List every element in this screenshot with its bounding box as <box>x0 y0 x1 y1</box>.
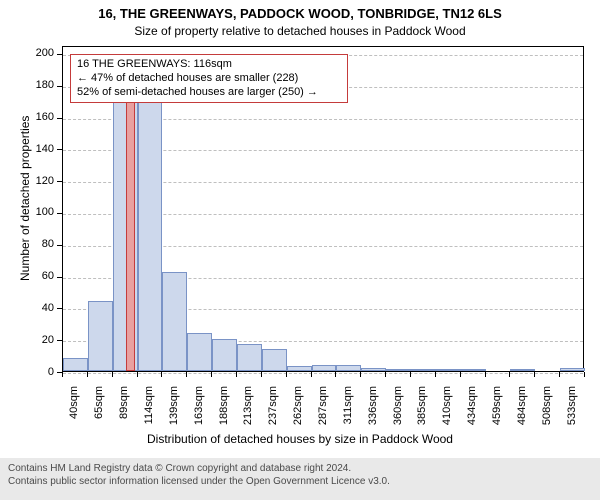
x-tick-mark <box>112 372 113 377</box>
annotation-box: 16 THE GREENWAYS: 116sqm← 47% of detache… <box>70 54 348 103</box>
histogram-bar <box>361 368 386 371</box>
histogram-bar <box>212 339 237 371</box>
x-tick-label: 410sqm <box>441 386 453 436</box>
y-tick-label: 20 <box>24 334 54 346</box>
y-tick-mark <box>57 118 62 119</box>
y-tick-mark <box>57 54 62 55</box>
x-tick-mark <box>186 372 187 377</box>
x-tick-label: 65sqm <box>93 386 105 436</box>
attribution-line: Contains HM Land Registry data © Crown c… <box>8 462 592 475</box>
y-tick-label: 180 <box>24 79 54 91</box>
x-tick-mark <box>534 372 535 377</box>
histogram-bar <box>237 344 262 371</box>
x-tick-label: 508sqm <box>541 386 553 436</box>
x-tick-label: 139sqm <box>168 386 180 436</box>
y-tick-mark <box>57 308 62 309</box>
y-tick-mark <box>57 149 62 150</box>
y-tick-mark <box>57 213 62 214</box>
x-tick-mark <box>385 372 386 377</box>
histogram-bar <box>461 369 486 371</box>
x-tick-mark <box>435 372 436 377</box>
histogram-bar <box>138 75 163 371</box>
y-axis-label: Number of detached properties <box>18 115 32 280</box>
x-tick-mark <box>137 372 138 377</box>
x-tick-label: 114sqm <box>143 386 155 436</box>
x-tick-label: 533sqm <box>566 386 578 436</box>
histogram-bar <box>262 349 287 371</box>
x-tick-label: 311sqm <box>342 386 354 436</box>
histogram-bar <box>88 301 113 371</box>
x-tick-mark <box>410 372 411 377</box>
histogram-bar <box>411 369 436 371</box>
x-tick-mark <box>460 372 461 377</box>
chart-container: { "title": { "text": "16, THE GREENWAYS,… <box>0 0 600 500</box>
x-tick-mark <box>559 372 560 377</box>
x-tick-mark <box>311 372 312 377</box>
y-tick-label: 200 <box>24 47 54 59</box>
x-tick-label: 434sqm <box>466 386 478 436</box>
x-tick-mark <box>87 372 88 377</box>
x-tick-label: 336sqm <box>367 386 379 436</box>
annotation-line: 52% of semi-detached houses are larger (… <box>77 86 341 100</box>
x-tick-label: 262sqm <box>292 386 304 436</box>
histogram-bar <box>187 333 212 371</box>
x-tick-label: 237sqm <box>267 386 279 436</box>
histogram-bar <box>436 369 461 371</box>
gridline <box>63 373 583 374</box>
x-tick-mark <box>286 372 287 377</box>
x-tick-label: 213sqm <box>242 386 254 436</box>
x-axis-label: Distribution of detached houses by size … <box>0 432 600 446</box>
y-tick-mark <box>57 245 62 246</box>
y-tick-label: 140 <box>24 143 54 155</box>
histogram-bar <box>312 365 337 371</box>
x-tick-label: 40sqm <box>68 386 80 436</box>
x-tick-mark <box>161 372 162 377</box>
histogram-bar <box>560 368 585 371</box>
attribution-footer: Contains HM Land Registry data © Crown c… <box>0 458 600 500</box>
attribution-line: Contains public sector information licen… <box>8 475 592 488</box>
annotation-line: ← 47% of detached houses are smaller (22… <box>77 72 341 86</box>
x-tick-mark <box>485 372 486 377</box>
x-tick-label: 89sqm <box>118 386 130 436</box>
x-tick-label: 188sqm <box>218 386 230 436</box>
x-tick-label: 360sqm <box>392 386 404 436</box>
x-tick-label: 385sqm <box>416 386 428 436</box>
histogram-bar <box>287 366 312 371</box>
x-tick-label: 459sqm <box>491 386 503 436</box>
histogram-bar <box>63 358 88 371</box>
x-tick-label: 163sqm <box>193 386 205 436</box>
x-tick-label: 484sqm <box>516 386 528 436</box>
histogram-bar <box>510 369 535 371</box>
x-tick-mark <box>584 372 585 377</box>
y-tick-label: 60 <box>24 270 54 282</box>
x-tick-label: 287sqm <box>317 386 329 436</box>
chart-subtitle: Size of property relative to detached ho… <box>0 24 600 38</box>
x-tick-mark <box>261 372 262 377</box>
histogram-bar <box>336 365 361 371</box>
y-tick-label: 120 <box>24 175 54 187</box>
x-tick-mark <box>62 372 63 377</box>
y-tick-label: 0 <box>24 366 54 378</box>
highlight-bar-rect <box>126 75 135 371</box>
y-tick-label: 80 <box>24 238 54 250</box>
x-tick-mark <box>509 372 510 377</box>
y-tick-mark <box>57 86 62 87</box>
histogram-bar <box>162 272 187 371</box>
histogram-bar <box>386 369 411 371</box>
x-tick-mark <box>236 372 237 377</box>
annotation-line: 16 THE GREENWAYS: 116sqm <box>77 58 341 72</box>
y-tick-label: 100 <box>24 206 54 218</box>
chart-title: 16, THE GREENWAYS, PADDOCK WOOD, TONBRID… <box>0 6 600 21</box>
y-tick-label: 40 <box>24 302 54 314</box>
x-tick-mark <box>335 372 336 377</box>
y-tick-mark <box>57 181 62 182</box>
x-tick-mark <box>211 372 212 377</box>
y-tick-mark <box>57 340 62 341</box>
y-tick-mark <box>57 277 62 278</box>
y-tick-label: 160 <box>24 111 54 123</box>
x-tick-mark <box>360 372 361 377</box>
